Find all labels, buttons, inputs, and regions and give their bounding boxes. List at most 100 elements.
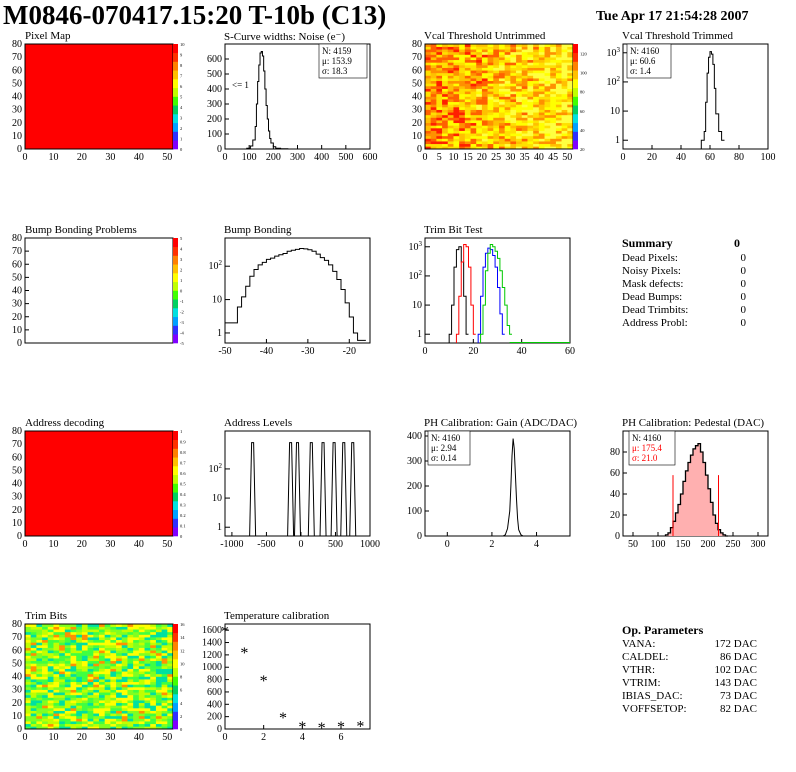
heatmap-cell (36, 658, 43, 662)
heatmap-cell (42, 697, 49, 701)
heatmap-cell (104, 660, 111, 664)
heatmap-cell (81, 705, 88, 709)
heatmap-cell (527, 83, 534, 87)
heatmap-cell (430, 62, 437, 66)
heatmap-cell (127, 676, 134, 680)
y-tick-label: 1 (217, 328, 222, 339)
heatmap-cell (104, 694, 111, 698)
heatmap-cell (476, 146, 483, 150)
heatmap-cell (447, 125, 454, 129)
heatmap-cell (161, 692, 168, 696)
heatmap-cell (493, 146, 500, 150)
heatmap-cell (36, 666, 43, 669)
color-scale-segment (173, 474, 178, 484)
heatmap-cell (167, 652, 174, 656)
heatmap-cell (544, 104, 551, 108)
heatmap-cell (504, 67, 511, 71)
heatmap-cell (442, 75, 449, 79)
heatmap-cell (116, 723, 123, 727)
x-tick-label: 0 (423, 346, 428, 357)
heatmap-cell (470, 107, 477, 110)
heatmap-cell (70, 650, 77, 654)
heatmap-cell (110, 637, 117, 641)
heatmap-cell (155, 642, 162, 646)
heatmap-cell (459, 54, 466, 58)
heatmap-cell (453, 109, 460, 113)
heatmap-cell (104, 655, 111, 659)
heatmap-cell (36, 681, 43, 685)
heatmap-cell (504, 75, 511, 79)
heatmap-cell (436, 99, 443, 103)
y-tick-label: 20 (12, 312, 22, 323)
heatmap-cell (25, 679, 31, 683)
heatmap-cell (516, 44, 523, 47)
heatmap-cell (36, 637, 43, 641)
y-tick-label: 1200 (202, 650, 222, 661)
heatmap-cell (138, 697, 145, 701)
heatmap-cell (133, 639, 140, 643)
heatmap-cell (133, 681, 140, 685)
heatmap-cell (425, 109, 431, 113)
heatmap-cell (521, 133, 528, 137)
heatmap-cell (499, 44, 505, 47)
heatmap-cell (544, 72, 551, 76)
heatmap-cell (59, 668, 66, 672)
heatmap-cell (527, 104, 534, 108)
color-scale-label: 0 (180, 147, 183, 152)
heatmap-cell (481, 130, 488, 134)
color-scale-label: 4 (180, 701, 183, 706)
heatmap-cell (167, 655, 174, 659)
heatmap-cell (87, 705, 94, 709)
heatmap-cell (527, 109, 534, 113)
heatmap-cell (516, 57, 523, 61)
heatmap-cell (476, 70, 483, 74)
heatmap-cell (464, 120, 471, 124)
heatmap-cell (567, 54, 574, 58)
heatmap-cell (453, 62, 460, 66)
heatmap-cell (138, 721, 145, 725)
heatmap-cell (93, 726, 100, 730)
heatmap-cell (481, 72, 488, 76)
x-tick-label: 50 (162, 539, 172, 550)
heatmap-cell (436, 125, 443, 129)
heatmap-cell (70, 708, 77, 711)
heatmap-cell (538, 54, 545, 58)
heatmap-cell (133, 634, 140, 638)
heatmap-cell (150, 650, 157, 654)
heatmap-cell (464, 93, 471, 97)
heatmap-cell (64, 697, 71, 701)
heatmap-cell (430, 51, 437, 55)
heatmap-cell (487, 67, 494, 71)
heatmap-cell (425, 117, 431, 121)
heatmap-cell (550, 72, 557, 76)
heatmap-cell (167, 723, 174, 727)
heatmap-cell (99, 650, 105, 654)
heatmap-cell (425, 65, 431, 68)
color-scale-segment (573, 114, 578, 124)
heatmap-cell (64, 715, 71, 719)
heatmap-cell (121, 624, 128, 627)
color-scale-segment (173, 114, 178, 124)
heatmap-cell (93, 671, 100, 675)
heatmap-cell (555, 54, 562, 58)
heatmap-cell (493, 51, 500, 55)
heatmap-cell (110, 718, 117, 722)
heatmap-cell (544, 109, 551, 113)
heatmap-cell (47, 713, 54, 717)
heatmap-cell (561, 104, 568, 108)
heatmap-cell (425, 44, 431, 47)
color-scale-label: -1 (180, 299, 184, 304)
x-tick-label: 40 (517, 346, 527, 357)
heatmap-cell (538, 44, 545, 47)
heatmap-cell (99, 705, 105, 709)
heatmap-cell (87, 708, 94, 711)
heatmap-cell (567, 104, 574, 108)
heatmap-cell (487, 146, 494, 150)
heatmap-cell (459, 130, 466, 134)
heatmap-cell (93, 658, 100, 662)
heatmap-cell (81, 679, 88, 683)
heatmap-cell (550, 101, 557, 105)
heatmap-cell (521, 51, 528, 55)
heatmap-cell (70, 687, 77, 690)
heatmap-cell (544, 122, 551, 126)
